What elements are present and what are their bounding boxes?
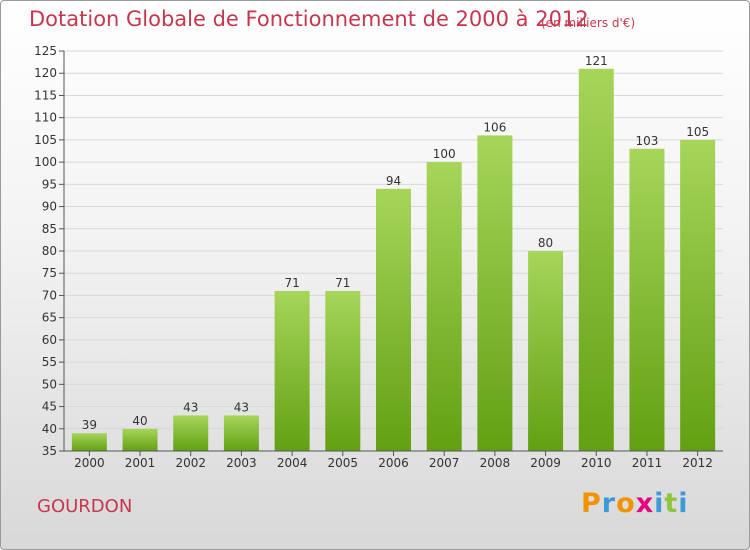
data-label: 40 — [132, 414, 147, 428]
x-tick-label: 2001 — [125, 456, 156, 470]
y-tick-label: 80 — [42, 244, 57, 258]
data-label: 71 — [284, 276, 299, 290]
y-tick-label: 90 — [42, 200, 57, 214]
x-tick-label: 2008 — [480, 456, 511, 470]
location-name: GOURDON — [37, 496, 133, 517]
bar-2006 — [376, 188, 411, 451]
bar-2003 — [223, 415, 259, 451]
y-tick-label: 45 — [42, 400, 57, 414]
bar-2008 — [477, 135, 513, 451]
data-label: 71 — [335, 276, 350, 290]
x-tick-label: 2007 — [429, 456, 460, 470]
bar-2012 — [680, 139, 716, 451]
x-tick-label: 2011 — [632, 456, 663, 470]
y-tick-label: 120 — [34, 66, 57, 80]
y-tick-label: 35 — [42, 444, 57, 458]
bar-2004 — [274, 291, 310, 451]
data-label: 103 — [636, 134, 659, 148]
bar-2007 — [426, 162, 462, 451]
x-tick-label: 2010 — [581, 456, 612, 470]
data-label: 100 — [433, 147, 456, 161]
x-tick-label: 2005 — [328, 456, 359, 470]
logo-letter: i — [654, 488, 665, 519]
bar-2002 — [173, 415, 209, 451]
data-label: 105 — [686, 125, 709, 139]
logo-letter: t — [664, 488, 679, 519]
x-tick-label: 2003 — [226, 456, 257, 470]
x-tick-label: 2012 — [682, 456, 713, 470]
x-tick-label: 2002 — [175, 456, 206, 470]
x-tick-label: 2006 — [378, 456, 409, 470]
x-tick-label: 2004 — [277, 456, 308, 470]
logo-letter: o — [616, 488, 636, 519]
y-tick-label: 55 — [42, 355, 57, 369]
y-tick-label: 40 — [42, 422, 57, 436]
data-label: 80 — [538, 236, 553, 250]
data-label: 94 — [386, 174, 401, 188]
data-label: 39 — [82, 418, 97, 432]
y-tick-label: 105 — [34, 133, 57, 147]
y-tick-label: 65 — [42, 311, 57, 325]
bars — [71, 68, 716, 452]
x-tick-label: 2009 — [530, 456, 561, 470]
data-label: 121 — [585, 54, 608, 68]
data-label: 43 — [234, 400, 249, 414]
data-label: 43 — [183, 400, 198, 414]
bar-2009 — [528, 251, 564, 451]
y-tick-label: 115 — [34, 88, 57, 102]
y-tick-label: 50 — [42, 377, 57, 391]
data-label: 106 — [483, 120, 506, 134]
y-tick-label: 75 — [42, 266, 57, 280]
proxiti-logo: Proxiti — [581, 488, 689, 519]
chart-unit-label: (en milliers d'€) — [541, 16, 636, 30]
bar-2011 — [629, 148, 665, 451]
chart-title: Dotation Globale de Fonctionnement de 20… — [29, 7, 589, 31]
x-tick-label: 2000 — [74, 456, 105, 470]
bar-2010 — [578, 68, 614, 452]
y-tick-label: 95 — [42, 177, 57, 191]
bar-2001 — [122, 428, 158, 451]
y-tick-label: 60 — [42, 333, 57, 347]
logo-letter: P — [581, 488, 602, 519]
y-tick-label: 100 — [34, 155, 57, 169]
axes: 35 40 45 50 55 60 65 70 75 80 85 90 95 100 105 110 115 12… — [34, 44, 723, 470]
logo-letter: i — [678, 488, 689, 519]
y-tick-label: 110 — [34, 111, 57, 125]
bar-2005 — [325, 291, 361, 451]
y-tick-label: 125 — [34, 44, 57, 58]
y-tick-label: 70 — [42, 288, 57, 302]
logo-letter: r — [601, 488, 617, 519]
y-tick-label: 85 — [42, 222, 57, 236]
data-labels: 39 40 43 43 71 71 94 100 106 80 121 103 105 — [82, 54, 709, 432]
bar-2000 — [71, 433, 107, 451]
logo-letter: x — [635, 488, 655, 519]
